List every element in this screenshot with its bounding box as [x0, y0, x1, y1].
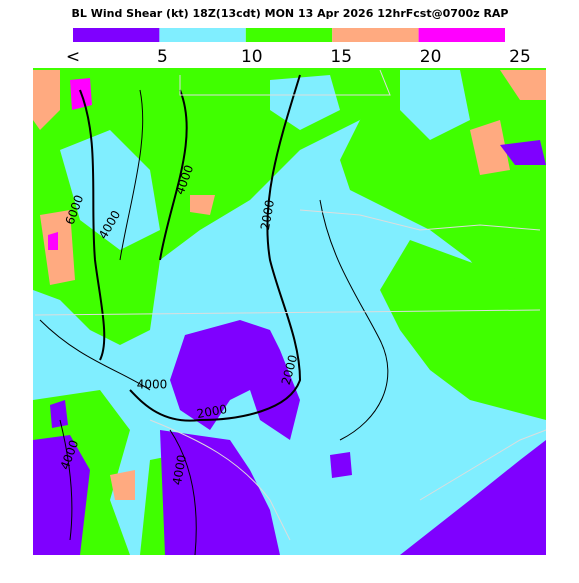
colorbar-label: 20 — [420, 47, 442, 67]
contour-label: 4000 — [170, 454, 189, 487]
colorbar-segment — [245, 28, 333, 42]
colorbar-segment — [332, 28, 419, 42]
colorbar-segment — [418, 28, 505, 42]
colorbar-label: 25 — [509, 47, 531, 67]
shear-below-5 — [33, 140, 546, 555]
contour-label: 4000 — [137, 378, 168, 392]
colorbar-segment — [159, 28, 246, 42]
contour-label: 2000 — [196, 402, 229, 421]
shear-15-20 — [33, 70, 546, 500]
colorbar-segment — [73, 28, 160, 42]
colorbar-label: < — [66, 47, 80, 67]
title: BL Wind Shear (kt) 18Z(13cdt) MON 13 Apr… — [72, 7, 509, 20]
contour-label: 2000 — [258, 199, 277, 232]
colorbar-label: 5 — [157, 47, 168, 67]
colorbar-label: 10 — [241, 47, 263, 67]
contours — [39, 74, 389, 556]
colorbar-label: 15 — [330, 47, 352, 67]
boundaries — [34, 69, 547, 541]
colorbar: <5 10 15 20 25 — [66, 28, 531, 67]
